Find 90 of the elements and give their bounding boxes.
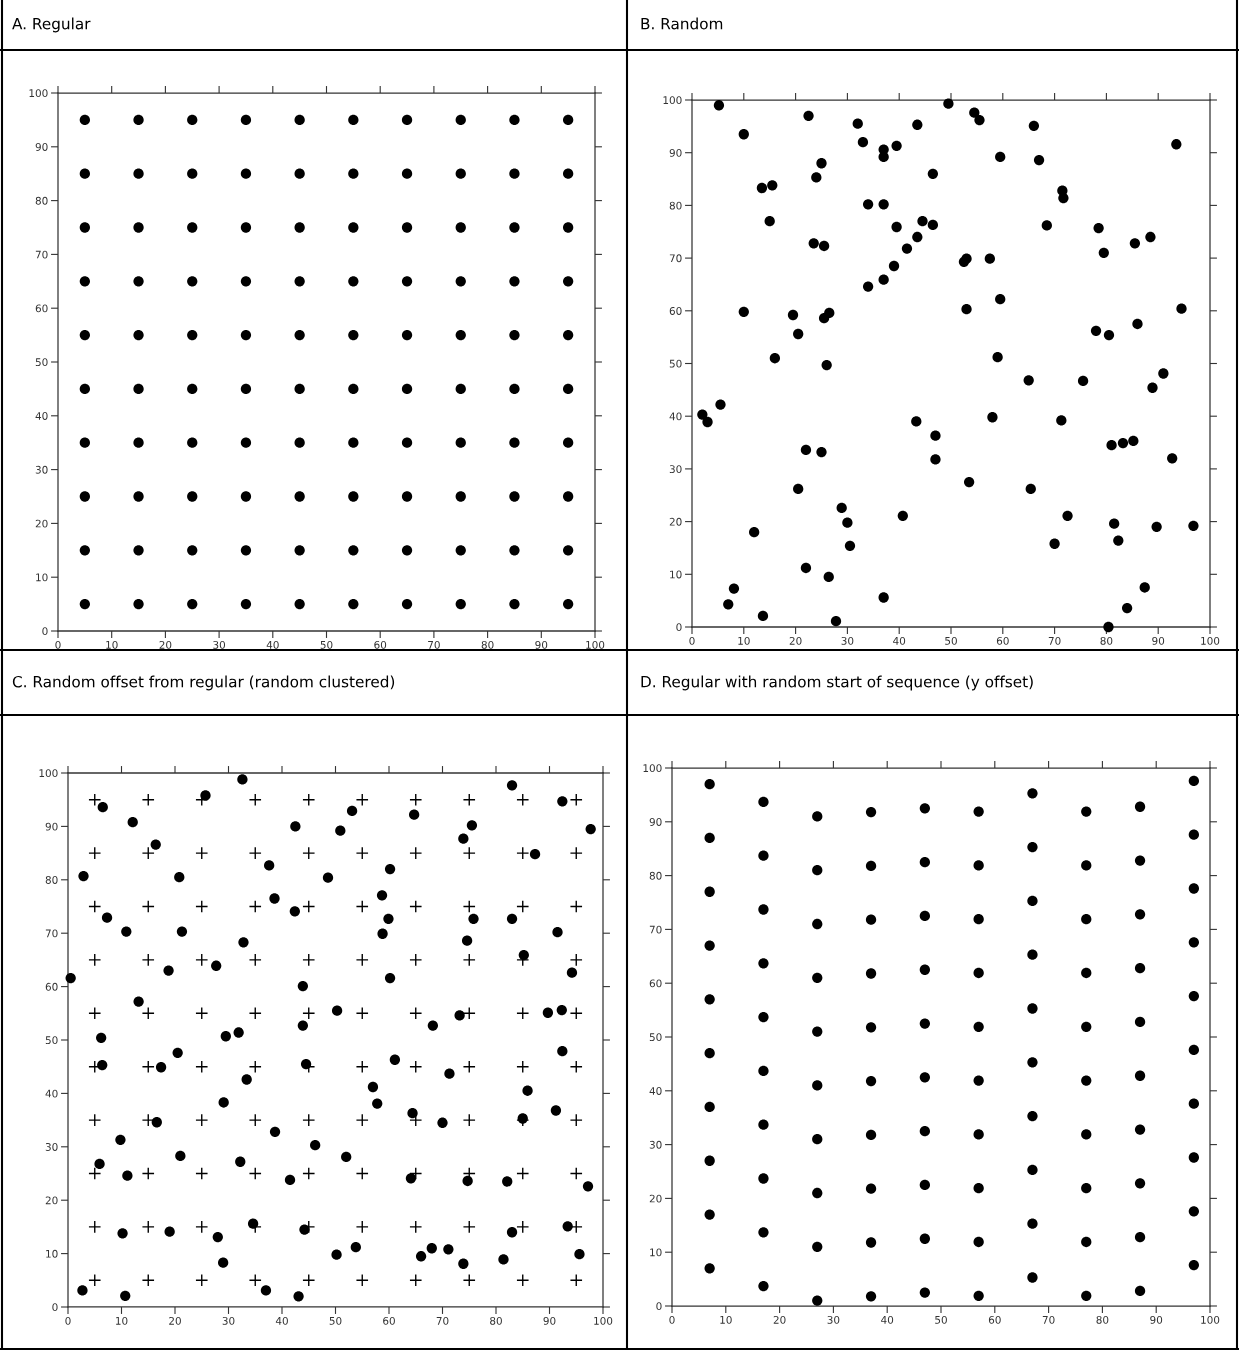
y-tick-label: 30: [669, 465, 682, 474]
y-tick-label: 70: [35, 250, 48, 259]
x-tick-label: 100: [594, 1316, 613, 1325]
x-tick-label: 90: [1152, 636, 1165, 645]
y-tick-label: 100: [29, 89, 48, 98]
y-tick-label: 90: [669, 148, 682, 157]
x-tick-label: 20: [773, 1315, 786, 1324]
x-tick-label: 10: [106, 640, 118, 649]
x-tick-label: 90: [1150, 1315, 1163, 1324]
x-tick-label: 90: [535, 640, 548, 649]
x-tick-label: 70: [1042, 1315, 1055, 1324]
x-tick-label: 70: [428, 640, 440, 649]
y-tick-label: 70: [649, 925, 662, 934]
y-tick-label: 70: [669, 254, 682, 263]
y-tick-label: 20: [45, 1196, 58, 1205]
x-tick-label: 0: [689, 636, 695, 645]
y-tick-label: 90: [649, 818, 662, 826]
y-tick-label: 10: [670, 570, 682, 579]
x-tick-label: 80: [490, 1316, 502, 1325]
y-tick-label: 30: [649, 1140, 662, 1149]
y-tick-label: 50: [45, 1036, 58, 1045]
chart-title: C. Random offset from regular (random clustered): [12, 675, 395, 691]
x-tick-label: 100: [586, 640, 605, 649]
x-tick-label: 40: [881, 1315, 894, 1324]
chart-title: D. Regular with random start of sequence (y offset): [641, 675, 1033, 691]
x-tick-label: 60: [383, 1316, 395, 1325]
x-tick-label: 60: [996, 636, 1009, 645]
x-tick-label: 10: [720, 1315, 732, 1324]
y-tick-label: 60: [669, 307, 682, 315]
y-tick-label: 60: [45, 982, 58, 991]
x-tick-label: 30: [222, 1316, 235, 1325]
x-tick-label: 80: [481, 640, 494, 649]
x-tick-label: 50: [945, 636, 957, 645]
y-tick-label: 0: [656, 1302, 662, 1311]
y-tick-label: 40: [45, 1089, 58, 1098]
x-tick-label: 50: [329, 1316, 342, 1325]
y-tick-label: 80: [35, 196, 48, 205]
y-tick-label: 40: [35, 412, 48, 420]
x-tick-label: 60: [374, 640, 387, 649]
y-tick-label: 0: [676, 623, 682, 632]
y-tick-label: 40: [669, 412, 682, 421]
x-tick-label: 80: [1096, 1315, 1109, 1324]
y-tick-label: 20: [35, 519, 48, 528]
y-tick-label: 60: [649, 979, 662, 988]
chart-title: B. Random: [641, 17, 723, 30]
x-tick-label: 40: [275, 1316, 288, 1325]
x-tick-label: 20: [159, 640, 172, 649]
y-tick-label: 100: [663, 96, 682, 105]
x-tick-label: 10: [738, 636, 750, 645]
x-tick-label: 30: [213, 640, 226, 649]
x-tick-label: 100: [1201, 1315, 1220, 1324]
y-tick-label: 10: [36, 573, 48, 582]
y-tick-label: 10: [650, 1248, 662, 1257]
x-tick-label: 100: [1201, 636, 1220, 645]
x-tick-label: 50: [935, 1315, 947, 1324]
x-tick-label: 70: [436, 1316, 449, 1325]
y-tick-label: 20: [669, 517, 682, 526]
y-tick-label: 80: [649, 871, 662, 880]
y-tick-label: 30: [35, 465, 48, 474]
x-tick-label: 30: [827, 1315, 840, 1324]
x-tick-label: 50: [320, 640, 333, 649]
y-tick-label: 100: [39, 769, 58, 778]
x-tick-label: 0: [65, 1316, 71, 1325]
y-tick-label: 10: [46, 1249, 58, 1258]
x-tick-label: 60: [988, 1315, 1001, 1324]
x-tick-label: 30: [841, 636, 854, 645]
y-tick-label: 90: [45, 822, 58, 831]
chart-title: A. Regular: [12, 17, 91, 33]
y-tick-label: 80: [45, 876, 58, 884]
y-tick-label: 0: [42, 627, 48, 636]
x-tick-label: 70: [1048, 636, 1061, 645]
y-tick-label: 70: [45, 929, 58, 938]
x-tick-label: 80: [1100, 636, 1113, 645]
y-tick-label: 30: [45, 1143, 58, 1151]
x-tick-label: 40: [266, 640, 279, 649]
y-tick-label: 40: [649, 1087, 662, 1095]
y-tick-label: 60: [35, 304, 48, 313]
y-tick-label: 80: [669, 201, 682, 210]
y-tick-label: 20: [649, 1194, 662, 1203]
y-tick-label: 100: [643, 764, 662, 773]
x-tick-label: 40: [893, 636, 906, 645]
y-tick-label: 50: [669, 359, 682, 368]
y-tick-label: 50: [649, 1033, 662, 1042]
x-tick-label: 90: [543, 1316, 556, 1325]
x-tick-label: 20: [789, 636, 802, 645]
y-tick-label: 90: [35, 143, 48, 151]
y-tick-label: 50: [35, 358, 48, 367]
y-tick-label: 0: [52, 1303, 58, 1312]
x-tick-label: 20: [169, 1316, 181, 1325]
x-tick-label: 10: [116, 1316, 128, 1325]
